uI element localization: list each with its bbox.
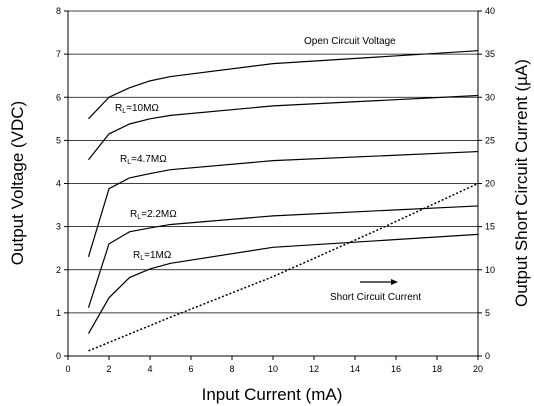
y2-tick-label: 25 (485, 135, 495, 145)
y-axis-title: Output Voltage (VDC) (8, 101, 27, 265)
x-tick-label: 8 (229, 364, 234, 374)
series-label-0: Open Circuit Voltage (304, 36, 396, 47)
x-axis-title: Input Current (mA) (202, 385, 343, 404)
y2-tick-label: 10 (485, 265, 495, 275)
series-layer (87, 50, 479, 352)
x-tick-label: 0 (65, 364, 70, 374)
x-tick-label: 18 (432, 364, 442, 374)
y2-tick-label: 0 (485, 351, 490, 361)
series-line-5 (88, 182, 479, 352)
x-tick-label: 10 (268, 364, 278, 374)
series-line-1 (88, 94, 479, 161)
x-tick-label: 6 (188, 364, 193, 374)
series-line-0 (88, 50, 479, 120)
y-tick-label: 0 (56, 351, 61, 361)
series-label-2: RL=4.7MΩ (120, 154, 167, 166)
x-tick-label: 14 (350, 364, 360, 374)
y2-tick-label: 5 (485, 308, 490, 318)
y-tick-label: 8 (56, 6, 61, 16)
y-tick-label: 5 (56, 135, 61, 145)
series-line-2 (87, 150, 479, 257)
series-label-3: RL=2.2MΩ (130, 209, 177, 221)
x-tick-label: 20 (473, 364, 483, 374)
x-tick-label: 12 (309, 364, 319, 374)
y2-tick-label: 20 (485, 179, 495, 189)
y-tick-label: 7 (56, 49, 61, 59)
y-tick-label: 1 (56, 308, 61, 318)
labels-layer: Open Circuit Voltage RL=10MΩ RL=4.7MΩ RL=2.… (115, 36, 421, 303)
y-tick-label: 3 (56, 222, 61, 232)
y2-tick-label: 40 (485, 6, 495, 16)
y2-axis-title: Output Short Circuit Current (µA) (512, 59, 531, 307)
y-tick-label: 2 (56, 265, 61, 275)
y-tick-label: 6 (56, 92, 61, 102)
series-line-4 (87, 233, 479, 334)
y-tick-label: 4 (56, 179, 61, 189)
series-label-4: RL=1MΩ (133, 250, 172, 262)
series-label-1: RL=10MΩ (115, 103, 159, 115)
x-tick-label: 2 (106, 364, 111, 374)
ticks-layer: 0 2 4 6 8 10 12 14 16 18 2001234567805101520253035… (56, 6, 495, 374)
x-tick-label: 4 (147, 364, 152, 374)
series-line-3 (87, 205, 479, 308)
y2-tick-label: 35 (485, 49, 495, 59)
grid-layer (68, 10, 478, 314)
x-tick-label: 16 (391, 364, 401, 374)
series-label-5: Short Circuit Current (330, 292, 421, 303)
y2-tick-label: 30 (485, 92, 495, 102)
y2-tick-label: 15 (485, 222, 495, 232)
arrow-head (391, 279, 398, 285)
